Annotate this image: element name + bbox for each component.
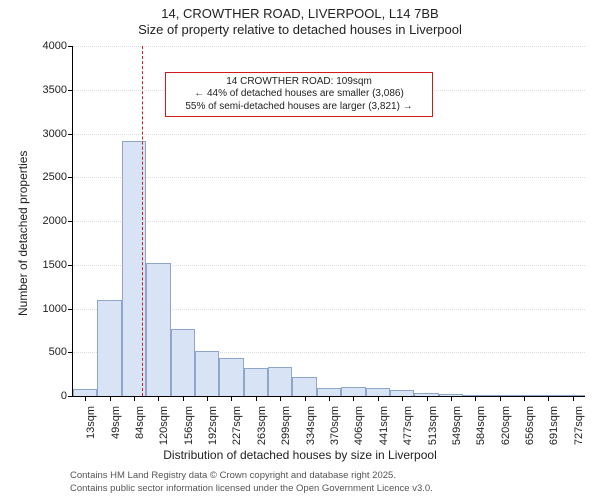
gridline [73,46,585,47]
chart-title-line2: Size of property relative to detached ho… [0,22,600,37]
histogram-bar [317,388,341,396]
histogram-bar [268,367,292,396]
gridline [73,177,585,178]
xtick-label: 549sqm [451,402,463,445]
attribution-line2: Contains public sector information licen… [70,483,433,494]
xtick-label: 227sqm [231,402,243,445]
xtick-label: 620sqm [500,402,512,445]
ytick-label: 1000 [43,303,73,315]
histogram-bar [366,388,390,396]
xtick-label: 263sqm [256,402,268,445]
xtick-mark [256,396,257,401]
xtick-label: 334sqm [305,402,317,445]
histogram-bar [244,368,268,396]
xtick-label: 441sqm [378,402,390,445]
callout-line: ← 44% of detached houses are smaller (3,… [169,88,429,101]
gridline [73,221,585,222]
histogram-bar [73,389,97,396]
xtick-mark [85,396,86,401]
ytick-label: 4000 [43,40,73,52]
histogram-bar [195,351,219,396]
xtick-label: 406sqm [353,402,365,445]
xtick-label: 370sqm [329,402,341,445]
xtick-mark [573,396,574,401]
ytick-label: 2000 [43,215,73,227]
xtick-label: 477sqm [402,402,414,445]
xtick-label: 691sqm [548,402,560,445]
xtick-label: 156sqm [183,402,195,445]
xtick-mark [280,396,281,401]
callout-line: 14 CROWTHER ROAD: 109sqm [169,76,429,89]
chart-title-line1: 14, CROWTHER ROAD, LIVERPOOL, L14 7BB [0,6,600,21]
xtick-mark [548,396,549,401]
xtick-label: 192sqm [207,402,219,445]
xtick-mark [231,396,232,401]
xtick-mark [207,396,208,401]
ytick-label: 0 [61,390,73,402]
xtick-mark [353,396,354,401]
histogram-bar [341,387,365,396]
xtick-label: 13sqm [85,402,97,439]
xtick-mark [110,396,111,401]
xtick-mark [451,396,452,401]
xtick-label: 727sqm [573,402,585,445]
xtick-label: 49sqm [110,402,122,439]
histogram-bar [146,263,170,396]
ytick-label: 3000 [43,128,73,140]
xtick-mark [427,396,428,401]
attribution-line1: Contains HM Land Registry data © Crown c… [70,470,396,481]
xtick-mark [134,396,135,401]
xtick-mark [475,396,476,401]
reference-line [142,46,143,396]
xtick-mark [183,396,184,401]
chart-container: 14, CROWTHER ROAD, LIVERPOOL, L14 7BB Si… [0,0,600,500]
xtick-label: 513sqm [427,402,439,445]
x-axis-label: Distribution of detached houses by size … [0,448,600,462]
xtick-mark [305,396,306,401]
xtick-mark [158,396,159,401]
xtick-label: 120sqm [158,402,170,445]
y-axis-label: Number of detached properties [16,151,30,316]
histogram-bar [292,377,316,396]
xtick-mark [378,396,379,401]
ytick-label: 1500 [43,259,73,271]
xtick-mark [402,396,403,401]
xtick-label: 584sqm [475,402,487,445]
gridline [73,134,585,135]
ytick-label: 500 [49,346,73,358]
xtick-label: 299sqm [280,402,292,445]
xtick-mark [329,396,330,401]
histogram-bar [219,358,243,396]
xtick-mark [500,396,501,401]
xtick-mark [524,396,525,401]
ytick-label: 3500 [43,84,73,96]
xtick-label: 84sqm [134,402,146,439]
histogram-bar [171,329,195,396]
xtick-label: 656sqm [524,402,536,445]
plot-area: 0500100015002000250030003500400013sqm49s… [72,46,585,397]
ytick-label: 2500 [43,171,73,183]
callout-line: 55% of semi-detached houses are larger (… [169,101,429,114]
callout-box: 14 CROWTHER ROAD: 109sqm← 44% of detache… [165,72,433,118]
histogram-bar [97,300,121,396]
